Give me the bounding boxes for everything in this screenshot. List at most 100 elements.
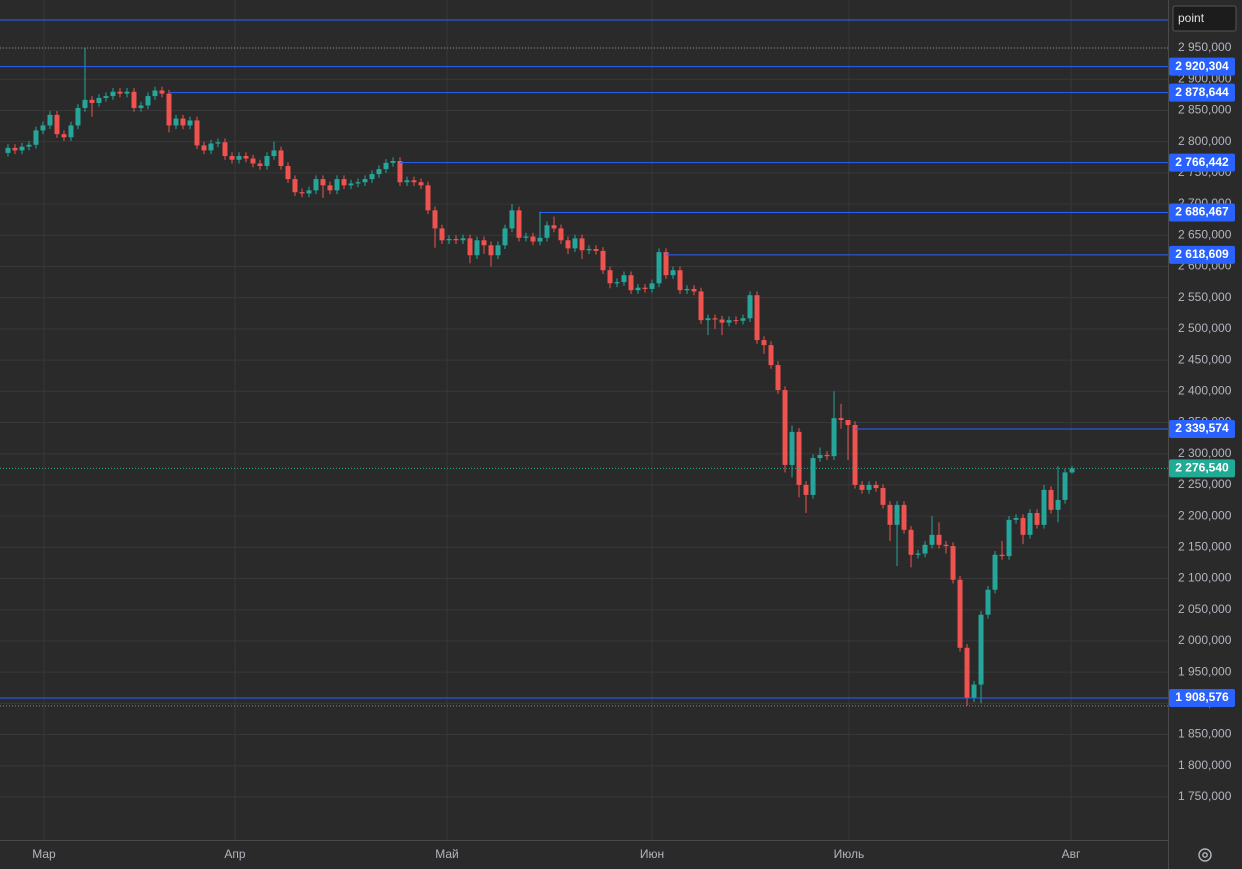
candle-body (796, 431, 802, 485)
candle-body (82, 99, 88, 108)
candle-body (1062, 472, 1068, 500)
settings-icon-ring[interactable] (1198, 848, 1212, 862)
candle-body (733, 320, 739, 322)
candle-body (901, 504, 907, 530)
candle-body (943, 544, 949, 547)
candle-body (404, 180, 410, 183)
candle-body (33, 130, 39, 145)
candle-body (68, 125, 74, 138)
candle-body (971, 684, 977, 699)
symbol-box[interactable]: point (1172, 5, 1237, 32)
candle-body (5, 147, 11, 153)
y-tick-label: 2 250,000 (1178, 477, 1232, 491)
candle-body (880, 488, 886, 505)
candle-body (159, 90, 165, 94)
candle-body (222, 142, 228, 157)
candle-body (40, 125, 46, 131)
x-tick-label: Май (435, 847, 459, 861)
candle-body (348, 183, 354, 186)
candle-body (502, 228, 508, 246)
level-label-box (1169, 57, 1235, 76)
settings-icon-core[interactable] (1202, 852, 1208, 858)
candle-body (530, 236, 536, 242)
candle-body (523, 236, 529, 238)
candle-body (1069, 468, 1075, 473)
candle-body (355, 182, 361, 184)
level-label-box (1169, 83, 1235, 102)
x-tick-label: Авг (1062, 847, 1081, 861)
candle-body (474, 240, 480, 256)
candle-body (439, 228, 445, 241)
candle-body (383, 162, 389, 170)
candle-body (418, 182, 424, 186)
candle-body (551, 225, 557, 229)
candle-body (915, 553, 921, 555)
y-tick-label: 1 950,000 (1178, 664, 1232, 678)
candle-body (789, 431, 795, 465)
candle-body (96, 97, 102, 103)
candle-body (775, 365, 781, 391)
candle-body (1006, 519, 1012, 557)
candle-body (194, 120, 200, 146)
candle-body (810, 458, 816, 495)
candle-body (89, 99, 95, 103)
candle-body (54, 114, 60, 135)
candle-body (229, 156, 235, 160)
x-tick-label: Июль (834, 847, 865, 861)
candle-body (425, 185, 431, 211)
y-tick-label: 2 650,000 (1178, 227, 1232, 241)
candle-body (215, 142, 221, 144)
candle-body (390, 161, 396, 163)
candle-body (621, 275, 627, 283)
candle-body (894, 504, 900, 525)
y-tick-label: 2 550,000 (1178, 290, 1232, 304)
candle-body (488, 245, 494, 256)
candle-body (180, 118, 186, 126)
candle-body (306, 190, 312, 194)
y-tick-label: 2 000,000 (1178, 633, 1232, 647)
candle-body (873, 484, 879, 489)
candle-body (586, 249, 592, 251)
candle-body (376, 169, 382, 175)
candle-body (124, 91, 130, 94)
y-tick-label: 2 450,000 (1178, 352, 1232, 366)
candle-body (397, 161, 403, 183)
level-label: 2 618,609 (1175, 247, 1229, 261)
level-label: 2 686,467 (1175, 205, 1229, 219)
candle-body (817, 454, 823, 459)
level-label: 1 908,576 (1175, 690, 1229, 704)
candle-body (208, 143, 214, 151)
y-tick-label: 2 500,000 (1178, 321, 1232, 335)
candle-body (978, 614, 984, 685)
candle-body (740, 318, 746, 321)
candle-body (173, 118, 179, 126)
candle-body (243, 156, 249, 159)
symbol-text[interactable]: point (1178, 11, 1205, 25)
x-tick-label: Апр (224, 847, 246, 861)
y-tick-label: 2 200,000 (1178, 508, 1232, 522)
candle-body (117, 91, 123, 94)
candle-body (61, 134, 67, 138)
candle-body (257, 163, 263, 167)
candle-body (236, 156, 242, 160)
level-label-box (1169, 688, 1235, 707)
candle-body (138, 105, 144, 108)
candle-body (131, 91, 137, 108)
level-label-box (1169, 203, 1235, 222)
candle-body (845, 420, 851, 425)
settings-button[interactable] (1198, 848, 1212, 862)
symbol-box-frame[interactable] (1172, 5, 1237, 32)
candle-body (866, 484, 872, 490)
x-tick-label: Мар (32, 847, 56, 861)
candle-body (852, 424, 858, 485)
candle-body (908, 529, 914, 555)
candle-body (481, 240, 487, 246)
candle-body (537, 237, 543, 242)
candle-body (509, 210, 515, 229)
level-label: 2 878,644 (1175, 85, 1229, 99)
candle-body (922, 544, 928, 554)
candle-body (719, 319, 725, 323)
candle-body (929, 534, 935, 545)
candle-body (635, 287, 641, 291)
